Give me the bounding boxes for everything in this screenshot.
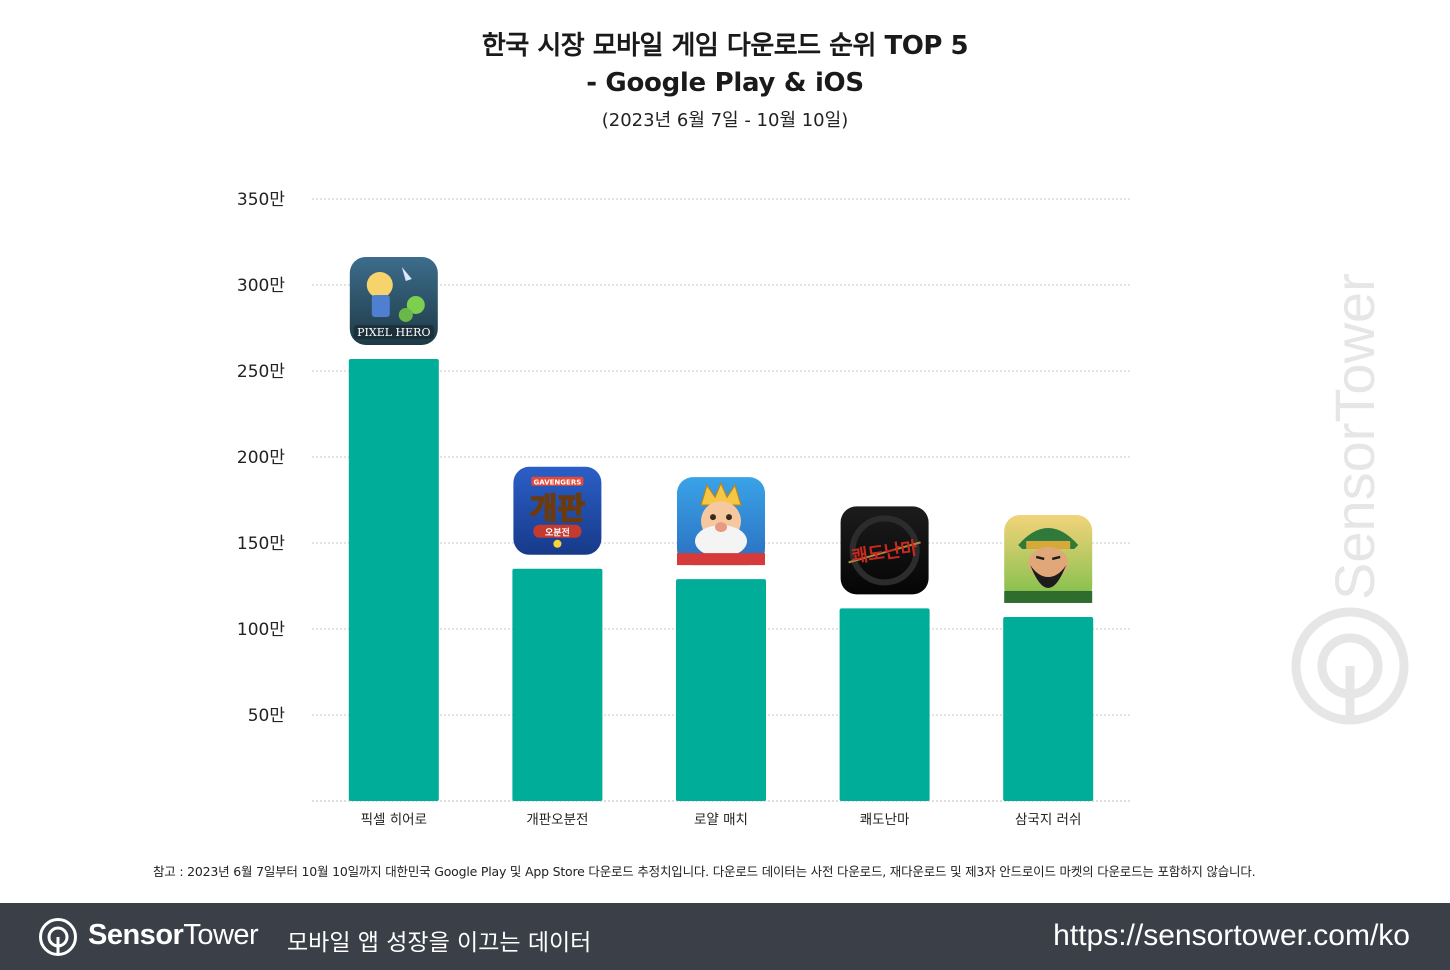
watermark-logo-icon bbox=[1291, 607, 1409, 725]
chart-title-platforms: - Google Play & iOS bbox=[586, 68, 864, 98]
bar bbox=[512, 568, 603, 801]
samguk-rush-icon bbox=[1004, 514, 1093, 603]
y-tick-label: 150만 bbox=[237, 534, 285, 554]
y-tick-label: 300만 bbox=[237, 276, 285, 296]
chart-title: 한국 시장 모바일 게임 다운로드 순위 TOP 5 bbox=[481, 31, 969, 61]
footer-brand-regular: Tower bbox=[183, 919, 259, 951]
footer-tagline: 모바일 앱 성장을 이끄는 데이터 bbox=[287, 930, 592, 956]
footer-brand-bold: Sensor bbox=[88, 919, 184, 951]
footer-url[interactable]: https://sensortower.com/ko bbox=[1053, 919, 1410, 952]
bars bbox=[348, 358, 1094, 801]
kwaedo-icon: 쾌도난마 bbox=[840, 506, 929, 595]
y-tick-label: 250만 bbox=[237, 362, 285, 382]
bar bbox=[839, 608, 930, 801]
x-tick-label: 삼국지 러쉬 bbox=[1015, 812, 1081, 828]
gaepan-icon: GAVENGERS 개판 오분전 bbox=[513, 466, 602, 555]
svg-text:PIXEL HERO: PIXEL HERO bbox=[357, 326, 430, 339]
bar bbox=[348, 358, 439, 801]
x-axis-tick-labels: 픽셀 히어로 개판오분전 로얄 매치 쾌도난마 삼국지 러쉬 bbox=[361, 811, 1082, 828]
x-tick-label: 개판오분전 bbox=[526, 812, 588, 828]
y-tick-label: 50만 bbox=[248, 706, 286, 726]
chart-title-block: 한국 시장 모바일 게임 다운로드 순위 TOP 5 - Google Play… bbox=[0, 28, 1450, 136]
y-tick-label: 350만 bbox=[237, 190, 285, 210]
royal-match-icon bbox=[677, 477, 765, 566]
watermark-text: SensorTower bbox=[1323, 273, 1386, 600]
x-tick-label: 로얄 매치 bbox=[694, 811, 748, 828]
y-axis-tick-labels: 50만 100만 150만 200만 250만 300만 350만 bbox=[237, 190, 285, 726]
x-tick-label: 픽셀 히어로 bbox=[361, 812, 427, 828]
x-tick-label: 쾌도난마 bbox=[860, 812, 910, 828]
footer-bar: SensorTower 모바일 앱 성장을 이끄는 데이터 https://se… bbox=[0, 903, 1450, 970]
bar bbox=[1003, 616, 1094, 801]
svg-text:GAVENGERS: GAVENGERS bbox=[534, 478, 582, 486]
footer-brand: SensorTower bbox=[88, 919, 259, 952]
y-tick-label: 100만 bbox=[237, 620, 285, 640]
y-tick-label: 200만 bbox=[237, 448, 285, 468]
bar bbox=[676, 579, 766, 801]
chart-footnote: 참고 : 2023년 6월 7일부터 10월 10일까지 대한민국 Google… bbox=[153, 864, 1256, 879]
sensortower-watermark: SensorTower bbox=[1291, 273, 1409, 725]
sensortower-logo-icon bbox=[39, 918, 77, 956]
pixel-hero-icon: PIXEL HERO bbox=[349, 256, 438, 345]
svg-text:개판: 개판 bbox=[530, 492, 586, 527]
chart-subtitle: (2023년 6월 7일 - 10월 10일) bbox=[601, 110, 849, 131]
svg-text:오분전: 오분전 bbox=[545, 526, 570, 538]
